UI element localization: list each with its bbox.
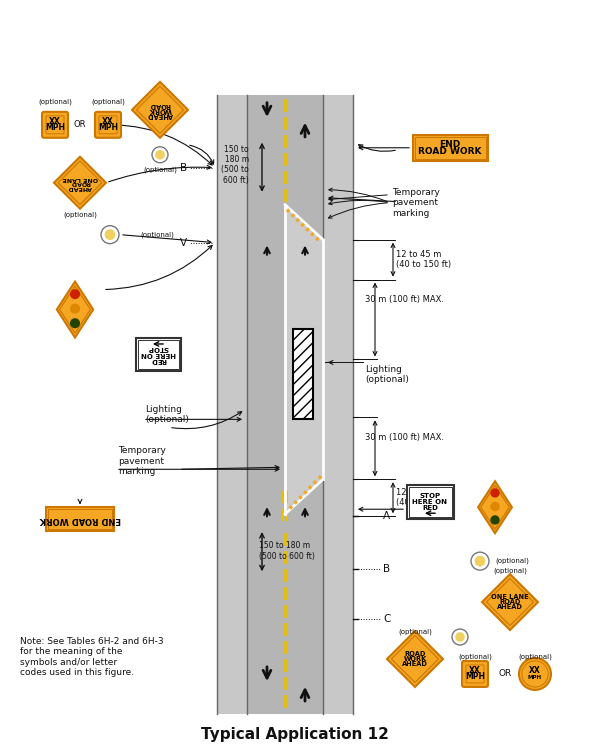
Bar: [407, 485, 454, 519]
Text: ROAD: ROAD: [70, 181, 90, 185]
Text: ROAD WORK: ROAD WORK: [418, 147, 482, 156]
Text: A: A: [383, 511, 390, 521]
Polygon shape: [285, 204, 323, 514]
Circle shape: [152, 147, 168, 163]
Polygon shape: [482, 574, 538, 630]
Circle shape: [455, 632, 465, 642]
Bar: [293, 330, 313, 419]
Circle shape: [490, 502, 500, 511]
Circle shape: [70, 319, 80, 328]
Text: OR: OR: [499, 669, 512, 678]
Circle shape: [490, 489, 500, 498]
Text: 30 m (100 ft) MAX.: 30 m (100 ft) MAX.: [365, 433, 444, 442]
Text: HERE ON: HERE ON: [412, 499, 447, 505]
Text: XX: XX: [469, 666, 481, 675]
Bar: [136, 338, 181, 371]
Text: (optional): (optional): [91, 98, 125, 105]
Text: (optional): (optional): [458, 653, 492, 660]
Text: RED: RED: [422, 505, 438, 511]
Text: (optional): (optional): [143, 166, 177, 173]
FancyBboxPatch shape: [42, 112, 68, 138]
Text: Lighting
(optional): Lighting (optional): [145, 404, 189, 424]
Polygon shape: [132, 82, 188, 138]
Text: 150 to
180 m
(500 to
600 ft): 150 to 180 m (500 to 600 ft): [221, 145, 249, 185]
Polygon shape: [478, 481, 512, 533]
Text: OR: OR: [74, 120, 86, 129]
Text: (optional): (optional): [495, 558, 529, 565]
Text: AHEAD: AHEAD: [147, 112, 173, 118]
Bar: [217, 95, 247, 714]
Text: C: C: [383, 614, 391, 624]
Polygon shape: [54, 157, 106, 209]
Text: Lighting
(optional): Lighting (optional): [365, 365, 409, 384]
Circle shape: [104, 229, 116, 240]
Text: (optional): (optional): [140, 231, 174, 238]
Text: MPH: MPH: [465, 672, 485, 681]
Text: STOP: STOP: [419, 493, 441, 499]
Text: 150 to 180 m
(500 to 600 ft): 150 to 180 m (500 to 600 ft): [259, 542, 315, 561]
Text: 12 to 45 m
(40 to 150 ft): 12 to 45 m (40 to 150 ft): [396, 488, 451, 507]
Text: (optional): (optional): [398, 629, 432, 636]
FancyBboxPatch shape: [95, 112, 121, 138]
Circle shape: [101, 225, 119, 244]
Text: B: B: [383, 564, 390, 574]
Text: (optional): (optional): [493, 568, 527, 574]
FancyBboxPatch shape: [462, 661, 488, 687]
Circle shape: [519, 658, 551, 690]
Text: MPH: MPH: [98, 123, 118, 132]
Polygon shape: [387, 631, 443, 687]
Bar: [408, 487, 451, 517]
Text: B: B: [180, 163, 187, 173]
Text: ROAD: ROAD: [499, 599, 521, 605]
Text: ONE LANE: ONE LANE: [491, 594, 529, 600]
Text: XX: XX: [529, 666, 541, 675]
Bar: [323, 95, 353, 714]
Circle shape: [70, 289, 80, 299]
Bar: [137, 340, 179, 369]
Circle shape: [155, 150, 165, 160]
Circle shape: [70, 304, 80, 314]
Text: WORK: WORK: [148, 107, 172, 113]
Text: AHEAD: AHEAD: [68, 185, 92, 190]
Text: Temporary
pavement
marking: Temporary pavement marking: [392, 188, 440, 218]
Circle shape: [490, 515, 500, 524]
Text: MPH: MPH: [528, 675, 542, 680]
Text: (optional): (optional): [63, 211, 97, 218]
Text: XX: XX: [102, 117, 114, 126]
Text: Note: See Tables 6H-2 and 6H-3
for the meaning of the
symbols and/or letter
code: Note: See Tables 6H-2 and 6H-3 for the m…: [20, 637, 163, 677]
Text: END ROAD WORK: END ROAD WORK: [40, 515, 120, 524]
Text: MPH: MPH: [45, 123, 65, 132]
Text: 30 m (100 ft) MAX.: 30 m (100 ft) MAX.: [365, 295, 444, 304]
Text: RED: RED: [150, 357, 166, 363]
Bar: [415, 137, 486, 159]
Text: END: END: [440, 140, 461, 148]
Text: STOP: STOP: [148, 345, 169, 351]
Text: ROAD: ROAD: [404, 651, 426, 657]
Text: V: V: [180, 238, 187, 248]
Text: WORK: WORK: [404, 656, 427, 662]
Text: Typical Application 12: Typical Application 12: [201, 727, 389, 742]
Text: AHEAD: AHEAD: [402, 661, 428, 667]
Text: AHEAD: AHEAD: [497, 604, 523, 610]
Polygon shape: [57, 281, 93, 337]
Text: ONE LANE: ONE LANE: [63, 175, 98, 181]
Bar: [46, 507, 114, 531]
Bar: [48, 510, 112, 529]
Text: XX: XX: [49, 117, 61, 126]
Circle shape: [471, 552, 489, 570]
Text: (optional): (optional): [518, 653, 552, 660]
Text: Temporary
pavement
marking: Temporary pavement marking: [118, 446, 166, 476]
Bar: [247, 95, 323, 714]
Text: (optional): (optional): [38, 98, 72, 105]
Text: HERE ON: HERE ON: [140, 351, 175, 357]
Text: 12 to 45 m
(40 to 150 ft): 12 to 45 m (40 to 150 ft): [396, 250, 451, 269]
Text: ROAD: ROAD: [149, 101, 171, 108]
Circle shape: [452, 629, 468, 645]
Circle shape: [474, 556, 486, 566]
Bar: [412, 135, 487, 160]
